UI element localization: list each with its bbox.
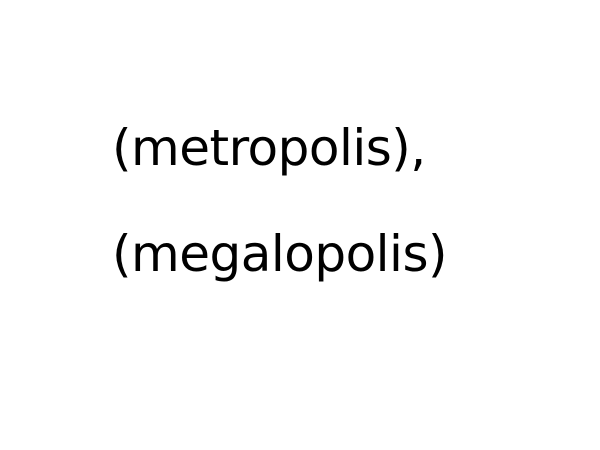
text-line-metropolis: (metropolis), — [112, 119, 426, 177]
text-line-megalopolis: (megalopolis) — [112, 225, 448, 283]
